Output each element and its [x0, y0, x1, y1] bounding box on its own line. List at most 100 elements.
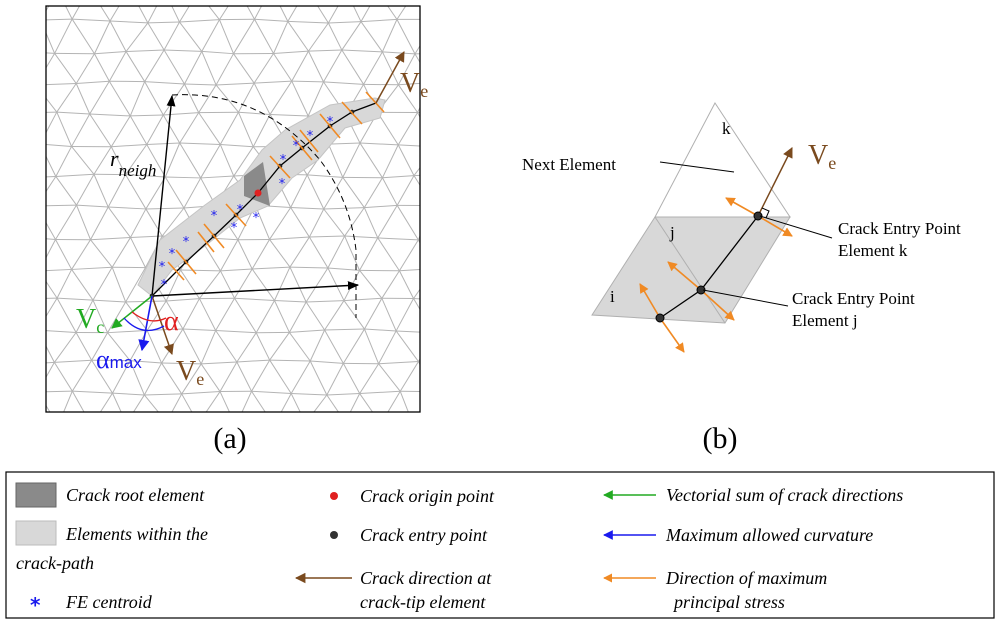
radius-arrow-horizontal — [151, 281, 360, 297]
mesh-edge — [287, 21, 309, 52]
mesh-edge — [56, 297, 77, 333]
mesh-edge — [107, 332, 131, 361]
mesh-edge — [378, 361, 419, 365]
mesh-edge — [107, 174, 126, 208]
mesh-edge — [182, 456, 217, 457]
mesh-edge — [381, 424, 396, 457]
mesh-edge — [450, 360, 488, 361]
mesh-edge — [46, 144, 72, 147]
mesh-edge — [71, 6, 81, 20]
mesh-edge — [468, 116, 486, 146]
mesh-edge — [76, 80, 110, 85]
mesh-edge — [164, 176, 185, 209]
mesh-edge — [255, 332, 271, 361]
svg-text:*: * — [280, 153, 287, 168]
mesh-edge — [434, 332, 472, 333]
mesh-edge — [89, 113, 131, 117]
mesh-edge — [216, 455, 256, 457]
mesh-edge — [472, 302, 489, 332]
mesh-edge — [92, 423, 127, 425]
mesh-edge — [252, 266, 290, 270]
mesh-edge — [359, 142, 399, 146]
mesh-edge — [273, 53, 293, 82]
mesh-edge — [396, 455, 436, 457]
svg-text:*: * — [293, 139, 300, 154]
mesh-edge — [364, 328, 397, 332]
mesh-edge — [46, 238, 56, 240]
mesh-edge — [72, 390, 113, 394]
mesh-edge — [305, 301, 326, 331]
svg-text:*: * — [211, 209, 218, 224]
mesh-edge — [180, 269, 221, 272]
mesh-edge — [289, 266, 328, 269]
mesh-edge — [90, 239, 113, 268]
panel-a-caption: (a) — [213, 422, 246, 455]
mesh-edge — [308, 22, 329, 52]
mesh-edge — [326, 394, 339, 412]
mesh-edge — [274, 300, 290, 333]
mesh-edge — [451, 51, 490, 53]
mesh-edge — [162, 114, 181, 144]
node-j-label: j — [669, 223, 675, 242]
mesh-edge — [399, 391, 409, 412]
mesh-edge — [112, 360, 131, 394]
mesh-edge — [269, 359, 311, 362]
mesh-edge — [71, 239, 91, 270]
mesh-edge — [328, 142, 361, 145]
edge-ij — [654, 216, 726, 324]
mesh-edge — [377, 237, 400, 272]
mesh-edge — [92, 266, 113, 301]
mesh-edge — [287, 20, 329, 24]
mesh-edge — [452, 146, 467, 174]
legend-centroid-icon: * — [30, 593, 41, 617]
entry-k-pointer — [759, 215, 833, 239]
mesh-edge — [184, 51, 203, 85]
mesh-edge — [274, 425, 288, 453]
mesh-edge — [273, 21, 289, 54]
mesh-edge — [436, 115, 453, 147]
mesh-edge — [163, 21, 180, 51]
mesh-edge — [125, 301, 148, 331]
mesh-edge — [487, 395, 508, 423]
mesh-edge — [90, 236, 131, 241]
mesh-edge — [469, 361, 488, 394]
mesh-edge — [241, 391, 253, 412]
mesh-edge — [109, 6, 120, 22]
mesh-edge — [215, 330, 238, 363]
mesh-edge — [363, 51, 383, 85]
mesh-edge — [55, 176, 77, 206]
mesh-edge — [125, 22, 149, 52]
mesh-edge — [46, 297, 58, 318]
mesh-edge — [19, 51, 35, 85]
mesh-edge — [434, 333, 450, 360]
mesh-edge — [472, 208, 486, 237]
mesh-edge — [436, 146, 468, 147]
mesh-edge — [269, 239, 291, 268]
mesh-edge — [452, 174, 472, 208]
mesh-edge — [125, 267, 146, 303]
mesh-edge — [414, 426, 436, 455]
legend-entry-point: Crack entry point — [360, 525, 488, 545]
mesh-edge — [215, 330, 257, 334]
mesh-edge — [381, 424, 414, 426]
mesh-edge — [146, 142, 180, 145]
mesh-edge — [378, 363, 401, 392]
mesh-edge — [398, 239, 419, 272]
mesh-edge — [451, 53, 472, 81]
mesh-edge — [432, 83, 453, 115]
mesh-edge — [418, 357, 420, 362]
mesh-edge — [146, 144, 166, 178]
mesh-edge — [237, 239, 253, 270]
mesh-edge — [161, 207, 185, 237]
mesh-edge — [100, 6, 111, 22]
mesh-edge — [110, 20, 148, 24]
mesh-edge — [453, 267, 467, 301]
mesh-edge — [472, 81, 485, 116]
mesh-edge — [490, 144, 508, 176]
mesh-edge — [433, 392, 468, 394]
mesh-edge — [201, 19, 220, 52]
mesh-edge — [288, 332, 311, 362]
mesh-edge — [238, 82, 255, 113]
mesh-edge — [93, 146, 112, 175]
crack-root-element — [244, 162, 270, 206]
